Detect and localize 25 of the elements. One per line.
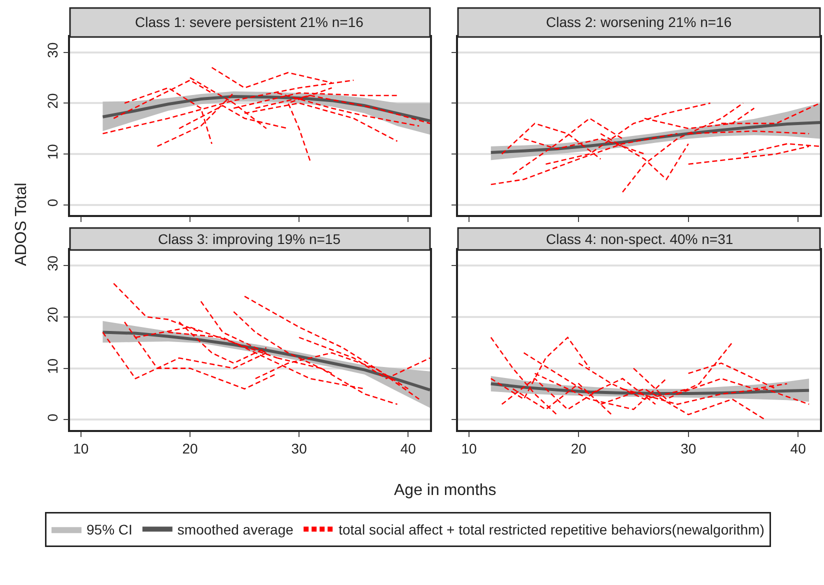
x-tick-label: 30 xyxy=(680,440,696,457)
x-tick-label: 10 xyxy=(461,440,477,457)
y-tick-label: 0 xyxy=(44,414,61,422)
y-tick-label: 20 xyxy=(44,93,61,109)
y-tick-label: 30 xyxy=(44,42,61,58)
y-axis-title: ADOS Total xyxy=(13,182,30,266)
y-tick-label: 10 xyxy=(44,358,61,374)
chart-title: Class 4: non-spect. 40% n=31 xyxy=(546,231,734,247)
y-tick-label: 20 xyxy=(44,306,61,323)
legend-label: smoothed average xyxy=(177,522,294,538)
chart-title: Class 3: improving 19% n=15 xyxy=(158,231,341,247)
y-tick-label: 0 xyxy=(44,198,61,207)
x-tick-label: 40 xyxy=(400,440,416,457)
x-axis-title: Age in months xyxy=(394,482,496,499)
chart-title: Class 2: worsening 21% n=16 xyxy=(546,14,732,30)
chart-title: Class 1: severe persistent 21% n=16 xyxy=(135,14,364,30)
text: 95% CI xyxy=(86,522,132,538)
legend-label: total social affect + total restricted repetitive behaviors(newalgorithm) xyxy=(338,522,764,538)
x-tick-label: 20 xyxy=(182,440,198,457)
x-tick-label: 20 xyxy=(570,440,587,457)
x-tick-label: 30 xyxy=(291,440,308,457)
y-tick-label: 30 xyxy=(44,255,61,272)
y-tick-label: 10 xyxy=(44,144,61,160)
x-tick-label: 40 xyxy=(790,440,806,457)
x-tick-label: 10 xyxy=(73,440,89,457)
